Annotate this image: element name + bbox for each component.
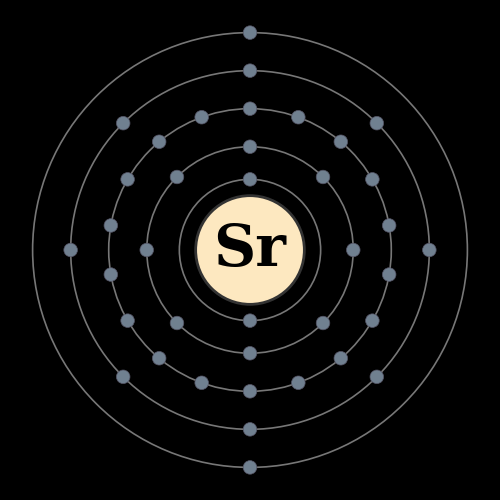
Circle shape: [370, 116, 384, 130]
Circle shape: [195, 376, 208, 390]
Circle shape: [64, 243, 78, 257]
Circle shape: [243, 140, 257, 153]
Circle shape: [196, 196, 304, 304]
Circle shape: [170, 316, 184, 330]
Circle shape: [243, 314, 257, 328]
Circle shape: [370, 370, 384, 384]
Circle shape: [382, 268, 396, 281]
Circle shape: [121, 314, 134, 328]
Circle shape: [243, 422, 257, 436]
Circle shape: [170, 170, 184, 184]
Circle shape: [366, 314, 379, 328]
Circle shape: [316, 170, 330, 184]
Circle shape: [152, 352, 166, 365]
Circle shape: [243, 384, 257, 398]
Circle shape: [140, 243, 153, 257]
Circle shape: [366, 172, 379, 186]
Circle shape: [292, 376, 305, 390]
Circle shape: [334, 135, 347, 148]
Circle shape: [422, 243, 436, 257]
Text: Sr: Sr: [214, 222, 286, 278]
Circle shape: [382, 218, 396, 232]
Circle shape: [334, 352, 347, 365]
Circle shape: [292, 110, 305, 124]
Circle shape: [243, 64, 257, 78]
Circle shape: [316, 316, 330, 330]
Circle shape: [104, 218, 118, 232]
Circle shape: [243, 172, 257, 186]
Circle shape: [116, 370, 130, 384]
Circle shape: [243, 26, 257, 40]
Circle shape: [152, 135, 166, 148]
Circle shape: [243, 460, 257, 474]
Circle shape: [195, 110, 208, 124]
Circle shape: [121, 172, 134, 186]
Circle shape: [243, 346, 257, 360]
Circle shape: [116, 116, 130, 130]
Circle shape: [346, 243, 360, 257]
Circle shape: [243, 102, 257, 116]
Circle shape: [104, 268, 118, 281]
